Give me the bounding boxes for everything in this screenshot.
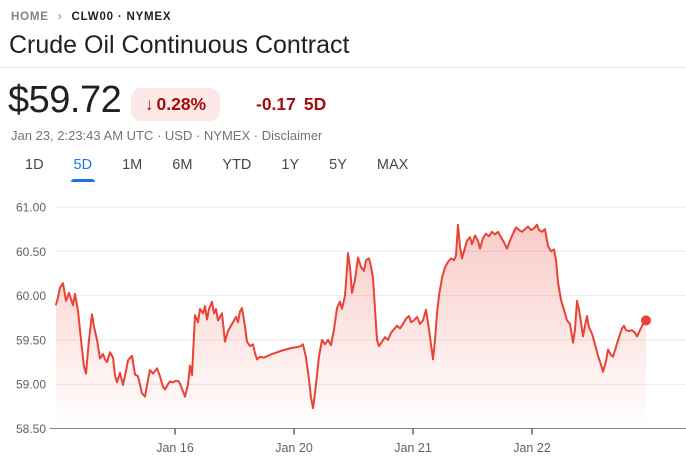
breadcrumb-symbol: CLW00 · NYMEX [71,11,172,23]
change-absolute: -0.17 5D [256,88,326,121]
time-range-tabs: 1D 5D 1M 6M YTD 1Y 5Y MAX [10,152,423,182]
price-line [55,223,647,410]
breadcrumb: HOME › CLW00 · NYMEX [11,9,172,24]
y-axis-label: 59.00 [16,378,46,392]
breadcrumb-home-link[interactable]: HOME [11,11,49,23]
x-axis-label: Jan 20 [275,441,313,455]
y-axis-label: 61.00 [16,201,46,215]
y-axis-label: 60.00 [16,289,46,303]
latest-price-dot [641,315,651,326]
y-axis-label: 58.50 [16,422,46,436]
disclaimer-link[interactable]: Disclaimer [261,128,323,143]
price-chart[interactable]: 61.00 60.50 60.00 59.50 59.00 58.50 Jan 16 Jan … [0,195,686,467]
tab-1m[interactable]: 1M [122,157,143,173]
x-axis: Jan 16 Jan 20 Jan 21 Jan 22 [50,428,686,455]
chevron-right-icon: › [57,9,63,23]
tab-5y[interactable]: 5Y [329,157,347,173]
tab-5d[interactable]: 5D [59,152,108,182]
active-tab-underline [70,179,96,182]
change-absolute-value: -0.17 [256,94,296,114]
tab-1y[interactable]: 1Y [281,157,300,173]
tab-ytd[interactable]: YTD [222,157,252,173]
x-axis-label: Jan 21 [394,441,432,455]
y-axis-label: 59.50 [16,333,46,347]
x-axis-label: Jan 22 [513,441,551,455]
quote-timestamp: Jan 23, 2:23:43 AM UTC · USD · NYMEX · [11,128,262,143]
current-price: $59.72 [8,79,122,121]
x-axis-label: Jan 16 [156,441,194,455]
tab-6m[interactable]: 6M [172,157,193,173]
header-divider [0,67,686,68]
arrow-down-icon: ↓ [145,94,154,114]
change-percent-value: 0.28% [156,94,207,114]
tab-max[interactable]: MAX [376,157,409,173]
change-period-label: 5D [303,94,327,114]
quote-meta-line: Jan 23, 2:23:43 AM UTC · USD · NYMEX · D… [11,128,322,143]
page-title: Crude Oil Continuous Contract [9,31,350,59]
price-area-fill [56,224,646,429]
tab-1d[interactable]: 1D [25,157,44,173]
y-axis-label: 60.50 [16,245,46,259]
change-percent-badge: ↓ 0.28% [131,88,221,121]
